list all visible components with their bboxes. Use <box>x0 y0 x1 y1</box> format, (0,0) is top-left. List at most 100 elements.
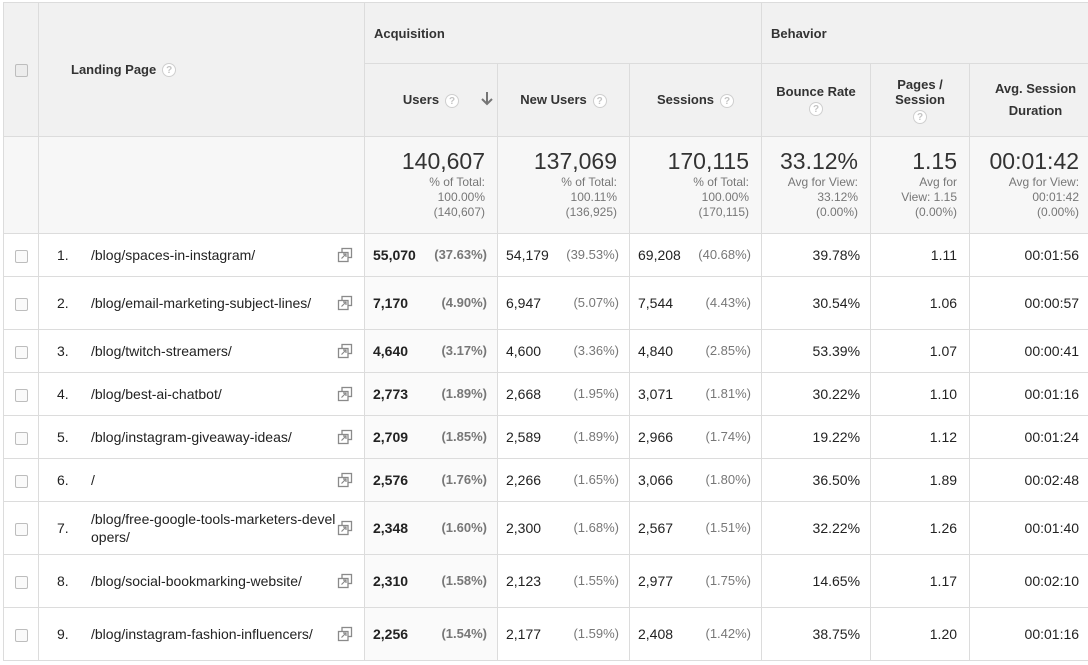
help-icon[interactable]: ? <box>913 109 928 124</box>
total-new-users-caption: % of Total: <box>561 175 617 189</box>
sort-descending-icon[interactable] <box>480 91 494 110</box>
new-users-value: 2,589 <box>506 429 542 445</box>
avg-session-duration-cell: 00:01:16 <box>969 372 1088 416</box>
sessions-column-header[interactable]: Sessions? <box>628 63 763 137</box>
sessions-value: 7,544 <box>638 295 674 311</box>
popout-window-icon[interactable] <box>337 626 353 642</box>
popout-window-icon[interactable] <box>337 343 353 359</box>
landing-page-cell: 5. /blog/instagram-giveaway-ideas/ <box>38 415 365 459</box>
pages-session-column-header[interactable]: Pages / Session ? <box>870 63 971 137</box>
sessions-cell: 69,208 (40.68%) <box>628 233 763 277</box>
avg-session-duration-column-header[interactable]: Avg. Session Duration? <box>969 63 1088 137</box>
bounce-rate-cell: 36.50% <box>761 458 872 502</box>
new-users-cell: 2,123 (1.55%) <box>497 554 630 608</box>
landing-page-link[interactable]: /blog/free-google-tools-marketers-develo… <box>91 511 336 545</box>
row-checkbox[interactable] <box>14 345 28 359</box>
new-users-percent: (39.53%) <box>566 247 619 262</box>
table-row: 6. / 2,576 (1.76%) 2,266 (1.65%) 3,066 (1.8… <box>3 458 1088 502</box>
total-users-percent: 100.00% <box>437 190 485 204</box>
sessions-percent: (1.74%) <box>705 429 752 444</box>
sessions-percent: (4.43%) <box>705 295 752 310</box>
help-icon[interactable]: ? <box>809 102 824 116</box>
row-checkbox[interactable] <box>14 474 28 488</box>
row-checkbox[interactable] <box>14 431 28 445</box>
sessions-percent: (40.68%) <box>698 247 752 262</box>
landing-page-link[interactable]: /blog/social-bookmarking-website/ <box>91 573 302 589</box>
bounce-rate-cell: 32.22% <box>761 501 872 555</box>
popout-window-icon[interactable] <box>337 472 353 488</box>
users-percent: (3.17%) <box>441 343 487 358</box>
total-sessions-value: 170,115 <box>667 148 750 174</box>
users-cell: 4,640 (3.17%) <box>364 329 498 373</box>
users-cell: 2,348 (1.60%) <box>364 501 498 555</box>
total-new-users-percent: 100.11% <box>570 190 617 204</box>
landing-page-link[interactable]: /blog/instagram-fashion-influencers/ <box>91 626 313 642</box>
landing-page-link[interactable]: /blog/spaces-in-instagram/ <box>91 247 256 263</box>
row-checkbox[interactable] <box>14 575 28 589</box>
landing-page-link[interactable]: /blog/email-marketing-subject-lines/ <box>91 295 312 311</box>
total-sessions-percent: 100.00% <box>701 190 750 204</box>
new-users-cell: 2,589 (1.89%) <box>497 415 630 459</box>
row-checkbox[interactable] <box>14 628 28 642</box>
landing-page-link[interactable]: /blog/twitch-streamers/ <box>91 343 232 359</box>
new-users-column-header[interactable]: New Users? <box>497 63 630 137</box>
popout-window-icon[interactable] <box>337 386 353 402</box>
popout-window-icon[interactable] <box>337 520 353 536</box>
sessions-value: 4,840 <box>638 343 674 359</box>
landing-page-cell: 9. /blog/instagram-fashion-influencers/ <box>38 607 365 661</box>
new-users-cell: 54,179 (39.53%) <box>497 233 630 277</box>
sessions-value: 2,567 <box>638 520 674 536</box>
users-cell: 7,170 (4.90%) <box>364 276 498 330</box>
total-sessions-caption: % of Total: <box>693 175 750 189</box>
new-users-cell: 6,947 (5.07%) <box>497 276 630 330</box>
help-icon[interactable]: ? <box>592 93 607 108</box>
landing-page-link[interactable]: /blog/best-ai-chatbot/ <box>91 386 222 402</box>
new-users-cell: 2,266 (1.65%) <box>497 458 630 502</box>
row-checkbox[interactable] <box>14 388 28 402</box>
help-icon[interactable]: ? <box>720 93 735 108</box>
landing-page-link[interactable]: /blog/instagram-giveaway-ideas/ <box>91 429 292 445</box>
popout-window-icon[interactable] <box>337 573 353 589</box>
total-users-caption: % of Total: <box>429 175 485 189</box>
new-users-cell: 2,300 (1.68%) <box>497 501 630 555</box>
users-cell: 55,070 (37.63%) <box>364 233 498 277</box>
pages-session-cell: 1.07 <box>870 329 971 373</box>
help-icon[interactable]: ? <box>162 63 177 78</box>
bounce-rate-cell: 30.54% <box>761 276 872 330</box>
pages-session-cell: 1.26 <box>870 501 971 555</box>
avg-session-duration-cell: 00:02:10 <box>969 554 1088 608</box>
bounce-rate-cell: 53.39% <box>761 329 872 373</box>
sessions-percent: (1.42%) <box>705 626 752 641</box>
row-checkbox-cell <box>3 501 39 555</box>
bounce-rate-column-header[interactable]: Bounce Rate ? <box>761 63 872 137</box>
row-checkbox[interactable] <box>14 522 28 536</box>
popout-window-icon[interactable] <box>337 295 353 311</box>
total-avg-duration-value: 00:01:42 <box>989 148 1080 174</box>
popout-window-icon[interactable] <box>337 429 353 445</box>
total-pages-session: 1.15 Avg for View: 1.15 (0.00%) <box>870 136 971 234</box>
landing-page-header[interactable]: Landing Page? <box>38 2 365 137</box>
total-avg-duration-avg: 00:01:42 <box>1032 190 1080 204</box>
total-sessions: 170,115 % of Total: 100.00% (170,115) <box>628 136 763 234</box>
landing-page-cell: 6. / <box>38 458 365 502</box>
users-cell: 2,576 (1.76%) <box>364 458 498 502</box>
landing-page-link[interactable]: / <box>91 472 95 488</box>
users-value: 2,576 <box>373 472 409 488</box>
landing-page-report-table: Landing Page? Acquisition Behavior Users… <box>3 2 1088 661</box>
row-checkbox[interactable] <box>14 297 28 311</box>
avg-session-duration-header-label: Avg. Session Duration <box>994 81 1077 118</box>
row-checkbox[interactable] <box>14 249 28 263</box>
pages-session-cell: 1.12 <box>870 415 971 459</box>
new-users-percent: (1.65%) <box>573 472 619 487</box>
popout-window-icon[interactable] <box>337 247 353 263</box>
totals-label-cell <box>38 136 365 234</box>
select-all-checkbox[interactable] <box>14 64 28 78</box>
acquisition-label: Acquisition <box>374 25 445 41</box>
sessions-percent: (1.51%) <box>705 520 752 535</box>
help-icon[interactable]: ? <box>445 93 460 108</box>
total-users-value: 140,607 <box>401 148 485 174</box>
sessions-percent: (1.75%) <box>705 573 752 588</box>
users-column-header[interactable]: Users? <box>364 63 498 137</box>
pages-session-cell: 1.20 <box>870 607 971 661</box>
row-checkbox-cell <box>3 554 39 608</box>
